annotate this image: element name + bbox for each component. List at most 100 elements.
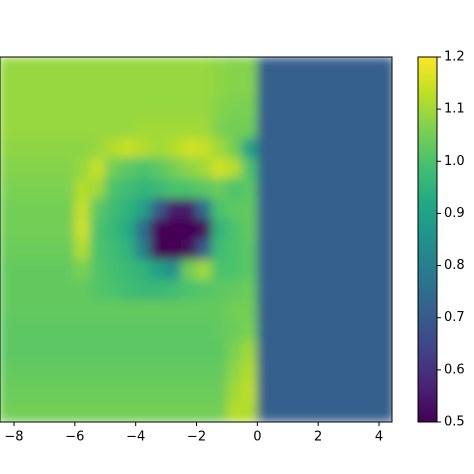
heatmap-cell	[181, 218, 197, 240]
heatmap-cell	[120, 218, 136, 240]
heatmap-cell	[165, 259, 182, 281]
heatmap-cell	[333, 360, 349, 382]
heatmap-cell	[150, 300, 167, 321]
heatmap-cell	[378, 117, 392, 139]
colorbar-tick-label: 0.7	[444, 310, 465, 325]
heatmap-cell	[89, 279, 106, 301]
heatmap-cell	[135, 137, 152, 159]
heatmap-cell	[226, 381, 243, 403]
heatmap-cell	[74, 218, 91, 240]
heatmap-cell	[363, 158, 380, 179]
heatmap-cell	[333, 279, 349, 301]
heatmap-cell	[120, 117, 136, 139]
heatmap-cell	[333, 178, 349, 200]
heatmap-cell	[74, 158, 91, 179]
heatmap-cell	[196, 57, 213, 78]
heatmap-cell	[150, 381, 167, 403]
heatmap-cell	[28, 340, 45, 362]
heatmap-cell	[226, 117, 243, 139]
heatmap-cell	[59, 340, 76, 362]
heatmap-cell	[120, 137, 136, 159]
heatmap-cell	[165, 340, 182, 362]
heatmap-cell	[28, 259, 45, 281]
heatmap-cell	[241, 360, 258, 382]
heatmap-cell	[287, 57, 304, 78]
heatmap-cell	[104, 320, 121, 342]
heatmap-cell	[378, 97, 392, 119]
heatmap-cell	[241, 218, 258, 240]
heatmap-cell	[333, 137, 349, 159]
heatmap-cell	[59, 320, 76, 342]
heatmap-cell	[241, 279, 258, 301]
heatmap-cell	[13, 259, 30, 281]
heatmap-cell	[287, 239, 304, 261]
heatmap-cell	[226, 340, 243, 362]
heatmap-cell	[196, 178, 213, 200]
heatmap-cell	[150, 158, 167, 179]
heatmap-cell	[257, 57, 273, 78]
heatmap-cell	[287, 381, 304, 403]
heatmap-cell	[378, 137, 392, 159]
heatmap-cell	[257, 178, 273, 200]
heatmap-cell	[104, 300, 121, 321]
heatmap-cell	[257, 158, 273, 179]
heatmap-cell	[0, 340, 15, 362]
heatmap-cell	[74, 198, 91, 220]
heatmap-cell	[135, 57, 152, 78]
heatmap-cell	[211, 360, 228, 382]
heatmap-cell	[378, 198, 392, 220]
heatmap-cell	[348, 178, 365, 200]
heatmap-cell	[59, 76, 76, 98]
heatmap-cell	[150, 97, 167, 119]
colorbar-tick-label: 1.0	[444, 154, 465, 169]
heatmap-cell	[363, 340, 380, 362]
heatmap-cell	[363, 360, 380, 382]
heatmap-cell	[150, 239, 167, 261]
x-tick-label: 0	[253, 430, 261, 445]
heatmap-cell	[181, 300, 197, 321]
heatmap-cell	[28, 300, 45, 321]
heatmap-cells	[0, 57, 392, 422]
heatmap-cell	[89, 76, 106, 98]
heatmap-cell	[348, 340, 365, 362]
heatmap-cell	[257, 239, 273, 261]
heatmap-cell	[74, 401, 91, 422]
heatmap-cell	[74, 279, 91, 301]
heatmap-cell	[59, 218, 76, 240]
heatmap-cell	[150, 320, 167, 342]
heatmap-cell	[363, 320, 380, 342]
heatmap-cell	[59, 198, 76, 220]
x-tick-label: 2	[314, 430, 322, 445]
heatmap-cell	[211, 137, 228, 159]
heatmap-cell	[74, 300, 91, 321]
heatmap-cell	[89, 259, 106, 281]
heatmap-cell	[287, 137, 304, 159]
heatmap-cell	[196, 97, 213, 119]
heatmap-cell	[74, 360, 91, 382]
colorbar-tick-label: 0.5	[444, 415, 465, 430]
heatmap-cell	[317, 178, 334, 200]
heatmap-cell	[74, 340, 91, 362]
heatmap-cell	[333, 97, 349, 119]
heatmap-cell	[89, 381, 106, 403]
heatmap-cell	[302, 97, 319, 119]
heatmap-cell	[104, 57, 121, 78]
heatmap-cell	[0, 401, 15, 422]
heatmap-cell	[226, 320, 243, 342]
heatmap-cell	[302, 158, 319, 179]
heatmap-cell	[348, 381, 365, 403]
heatmap-cell	[241, 57, 258, 78]
heatmap-cell	[241, 320, 258, 342]
heatmap-cell	[287, 117, 304, 139]
heatmap-cell	[181, 320, 197, 342]
x-tick-label: −8	[4, 430, 23, 445]
heatmap-cell	[44, 57, 60, 78]
heatmap-cell	[241, 340, 258, 362]
heatmap-cell	[104, 137, 121, 159]
heatmap-cell	[287, 259, 304, 281]
heatmap-cell	[0, 198, 15, 220]
heatmap-cell	[135, 340, 152, 362]
heatmap-cell	[257, 360, 273, 382]
heatmap-cell	[333, 198, 349, 220]
heatmap-cell	[363, 259, 380, 281]
